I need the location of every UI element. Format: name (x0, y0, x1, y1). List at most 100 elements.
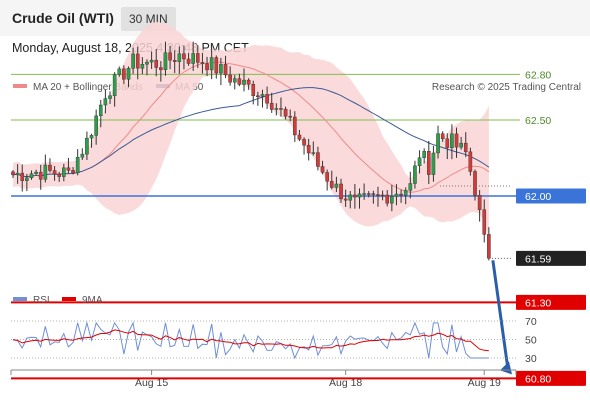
candle-body (274, 108, 279, 110)
candle-body (454, 133, 459, 148)
time-axis: Aug 15 Aug 18 Aug 19 (10, 369, 517, 389)
candle-body (487, 234, 491, 259)
candle-body (43, 164, 48, 180)
bollinger-band (13, 21, 489, 238)
candle-body (445, 138, 450, 148)
price-grid (11, 73, 520, 380)
bollinger-band-area (13, 21, 489, 238)
candle-body (477, 195, 482, 210)
candle-body (195, 53, 200, 63)
level-label-resistance: 62.50 (525, 115, 551, 127)
candle-body (182, 53, 186, 60)
candle-body (149, 59, 154, 63)
candle-body (242, 79, 246, 85)
rsi-level-label: 30 (525, 353, 537, 365)
rsi-level-label: 50 (525, 335, 537, 347)
candle-body (459, 142, 463, 148)
candle-body (357, 193, 362, 198)
candle-body (306, 144, 311, 154)
candle-body (473, 171, 477, 196)
candle-body (159, 67, 163, 70)
candle-body (348, 194, 353, 201)
rsi-panel: 70 50 30 (11, 316, 537, 365)
rsi-line (12, 320, 489, 360)
candle-body (154, 59, 159, 68)
candle-body (329, 181, 334, 188)
candle-body (140, 64, 145, 69)
forecast-arrow-head (500, 361, 512, 375)
candle-body (237, 78, 242, 85)
candle-body (135, 53, 140, 69)
candle-body (223, 64, 228, 76)
candle-body (302, 139, 306, 146)
x-tick-label: Aug 18 (329, 377, 362, 389)
candle-body (112, 74, 117, 96)
candle-body (168, 52, 172, 61)
candle-body (117, 68, 122, 75)
candle-body (413, 165, 417, 184)
candle-body (71, 170, 75, 174)
candle-body (371, 193, 376, 195)
candle-body (320, 166, 325, 173)
level-label-last-price: 61.59 (525, 253, 551, 265)
candle-body (94, 115, 98, 136)
candle-body (256, 95, 260, 98)
candle-body (394, 193, 399, 197)
candle-body (362, 193, 366, 195)
candle-body (232, 78, 237, 83)
candle-body (468, 151, 473, 172)
candle-body (334, 183, 339, 188)
candle-body (279, 108, 283, 110)
candle-body (260, 94, 265, 97)
candle-body (80, 153, 85, 158)
candle-body (399, 193, 403, 196)
candle-body (57, 173, 61, 177)
candle-body (131, 53, 135, 69)
candle-body (200, 62, 205, 64)
candle-body (422, 150, 426, 158)
legend-swatch-ma20 (13, 84, 27, 88)
level-badge-last-price (516, 250, 586, 266)
header-bar (0, 0, 590, 36)
candle-body (228, 74, 232, 83)
candle-body (11, 171, 15, 176)
legend-label-rsi: RSI (33, 295, 50, 306)
candle-body (427, 150, 431, 175)
candle-body (265, 94, 269, 104)
candle-body (390, 195, 394, 204)
candle-body (108, 95, 112, 99)
candle-body (251, 84, 256, 97)
candle-body (66, 167, 71, 171)
candle-body (34, 171, 38, 174)
candle-body (62, 167, 66, 177)
candle-body (48, 164, 52, 171)
candle-body (145, 61, 149, 65)
candle-body (89, 135, 94, 139)
candle-body (482, 209, 487, 235)
candle-body (177, 53, 182, 62)
candle-body (283, 108, 288, 117)
candlesticks (11, 41, 491, 261)
candle-body (214, 57, 219, 74)
moving-averages (12, 61, 490, 193)
candle-body (103, 98, 108, 106)
candle-body (29, 173, 34, 179)
level-badge-support (516, 294, 586, 310)
candle-body (297, 134, 302, 140)
legend-label-ma20: MA 20 + Bollinger Bands (33, 82, 143, 93)
candle-body (85, 137, 89, 155)
candle-body (172, 59, 177, 62)
candle-body (325, 172, 329, 182)
rsi-9ma-line (12, 329, 489, 352)
candle-body (122, 68, 126, 80)
candle-body (38, 171, 43, 180)
candle-body (316, 152, 320, 167)
ma50-line (12, 87, 490, 178)
level-label-pivot: 62.00 (525, 191, 551, 203)
level-label-support: 60.80 (525, 373, 551, 385)
level-label-resistance: 62.80 (525, 69, 551, 81)
candle-body (380, 194, 385, 197)
candle-body (186, 58, 191, 64)
candle-body (403, 190, 408, 196)
